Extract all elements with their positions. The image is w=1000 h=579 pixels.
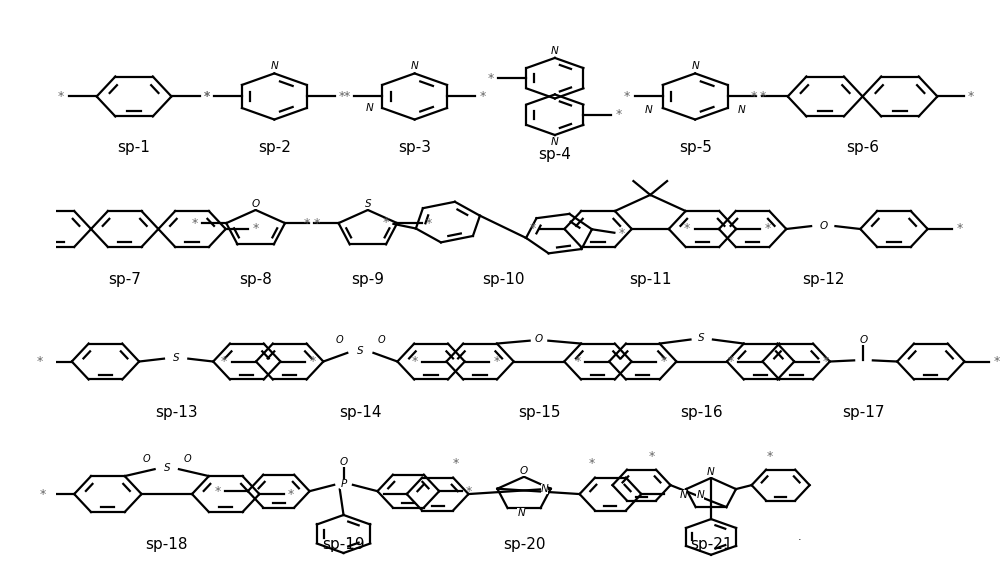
Text: O: O	[252, 199, 260, 208]
Text: *: *	[37, 355, 43, 368]
Text: sp-10: sp-10	[482, 272, 525, 287]
Text: *: *	[488, 72, 494, 85]
Text: *: *	[728, 355, 734, 368]
Text: *: *	[426, 217, 432, 230]
Text: *: *	[589, 457, 595, 470]
Text: sp-16: sp-16	[680, 405, 723, 420]
Text: *: *	[58, 90, 64, 103]
Text: N: N	[691, 61, 699, 71]
Text: O: O	[336, 335, 344, 345]
Text: *: *	[411, 355, 418, 368]
Text: O: O	[339, 457, 348, 467]
Text: O: O	[184, 454, 191, 464]
Text: *: *	[619, 228, 625, 240]
Text: sp-4: sp-4	[538, 146, 571, 162]
Text: S: S	[163, 463, 170, 473]
Text: O: O	[377, 335, 385, 345]
Text: N: N	[551, 46, 559, 56]
Text: sp-20: sp-20	[503, 537, 545, 552]
Text: *: *	[39, 488, 46, 501]
Text: *: *	[574, 355, 580, 368]
Text: sp-14: sp-14	[339, 405, 382, 420]
Text: sp-18: sp-18	[146, 537, 188, 552]
Text: .: .	[798, 532, 802, 541]
Text: *: *	[993, 355, 999, 368]
Text: sp-13: sp-13	[155, 405, 197, 420]
Text: N: N	[517, 508, 525, 518]
Text: *: *	[453, 457, 459, 470]
Text: O: O	[535, 334, 543, 344]
Text: sp-12: sp-12	[802, 272, 845, 287]
Text: *: *	[221, 355, 227, 368]
Text: sp-6: sp-6	[846, 140, 879, 155]
Text: *: *	[203, 90, 210, 103]
Text: *: *	[684, 222, 690, 236]
Text: N: N	[707, 467, 715, 477]
Text: sp-21: sp-21	[690, 537, 732, 552]
Text: *: *	[530, 222, 536, 236]
Text: *: *	[204, 90, 210, 103]
Text: N: N	[541, 483, 548, 494]
Text: N: N	[365, 103, 373, 113]
Text: sp-17: sp-17	[842, 405, 885, 420]
Text: *: *	[304, 217, 310, 230]
Text: *: *	[765, 222, 771, 236]
Text: *: *	[956, 222, 963, 236]
Text: *: *	[339, 90, 345, 103]
Text: S: S	[357, 346, 364, 356]
Text: sp-3: sp-3	[398, 140, 431, 155]
Text: sp-5: sp-5	[679, 140, 712, 155]
Text: sp-2: sp-2	[258, 140, 291, 155]
Text: sp-11: sp-11	[629, 272, 672, 287]
Text: *: *	[660, 355, 666, 368]
Text: N: N	[696, 490, 704, 500]
Text: *: *	[309, 355, 315, 368]
Text: S: S	[365, 199, 371, 208]
Text: O: O	[142, 454, 150, 464]
Text: sp-8: sp-8	[239, 272, 272, 287]
Text: sp-9: sp-9	[351, 272, 384, 287]
Text: sp-19: sp-19	[322, 537, 365, 552]
Text: N: N	[270, 61, 278, 71]
Text: *: *	[288, 488, 294, 501]
Text: *: *	[616, 108, 622, 121]
Text: *: *	[751, 90, 757, 103]
Text: N: N	[738, 105, 745, 115]
Text: sp-15: sp-15	[518, 405, 560, 420]
Text: S: S	[698, 333, 705, 343]
Text: *: *	[466, 485, 472, 498]
Text: *: *	[344, 90, 350, 103]
Text: O: O	[520, 466, 528, 476]
Text: *: *	[649, 450, 655, 463]
Text: *: *	[253, 222, 259, 236]
Text: *: *	[968, 90, 974, 103]
Text: N: N	[645, 105, 653, 115]
Text: *: *	[215, 485, 221, 498]
Text: sp-1: sp-1	[118, 140, 150, 155]
Text: *: *	[760, 90, 766, 103]
Text: *: *	[191, 217, 198, 230]
Text: *: *	[479, 90, 486, 103]
Text: *: *	[493, 355, 500, 368]
Text: O: O	[819, 221, 827, 230]
Text: N: N	[551, 137, 559, 147]
Text: *: *	[624, 90, 630, 103]
Text: *: *	[383, 216, 389, 229]
Text: P: P	[340, 479, 347, 489]
Text: N: N	[411, 61, 418, 71]
Text: *: *	[767, 450, 773, 463]
Text: S: S	[173, 353, 179, 363]
Text: *: *	[823, 355, 829, 368]
Text: N: N	[680, 490, 687, 500]
Text: sp-7: sp-7	[108, 272, 141, 287]
Text: O: O	[859, 335, 868, 345]
Text: *: *	[314, 217, 320, 230]
